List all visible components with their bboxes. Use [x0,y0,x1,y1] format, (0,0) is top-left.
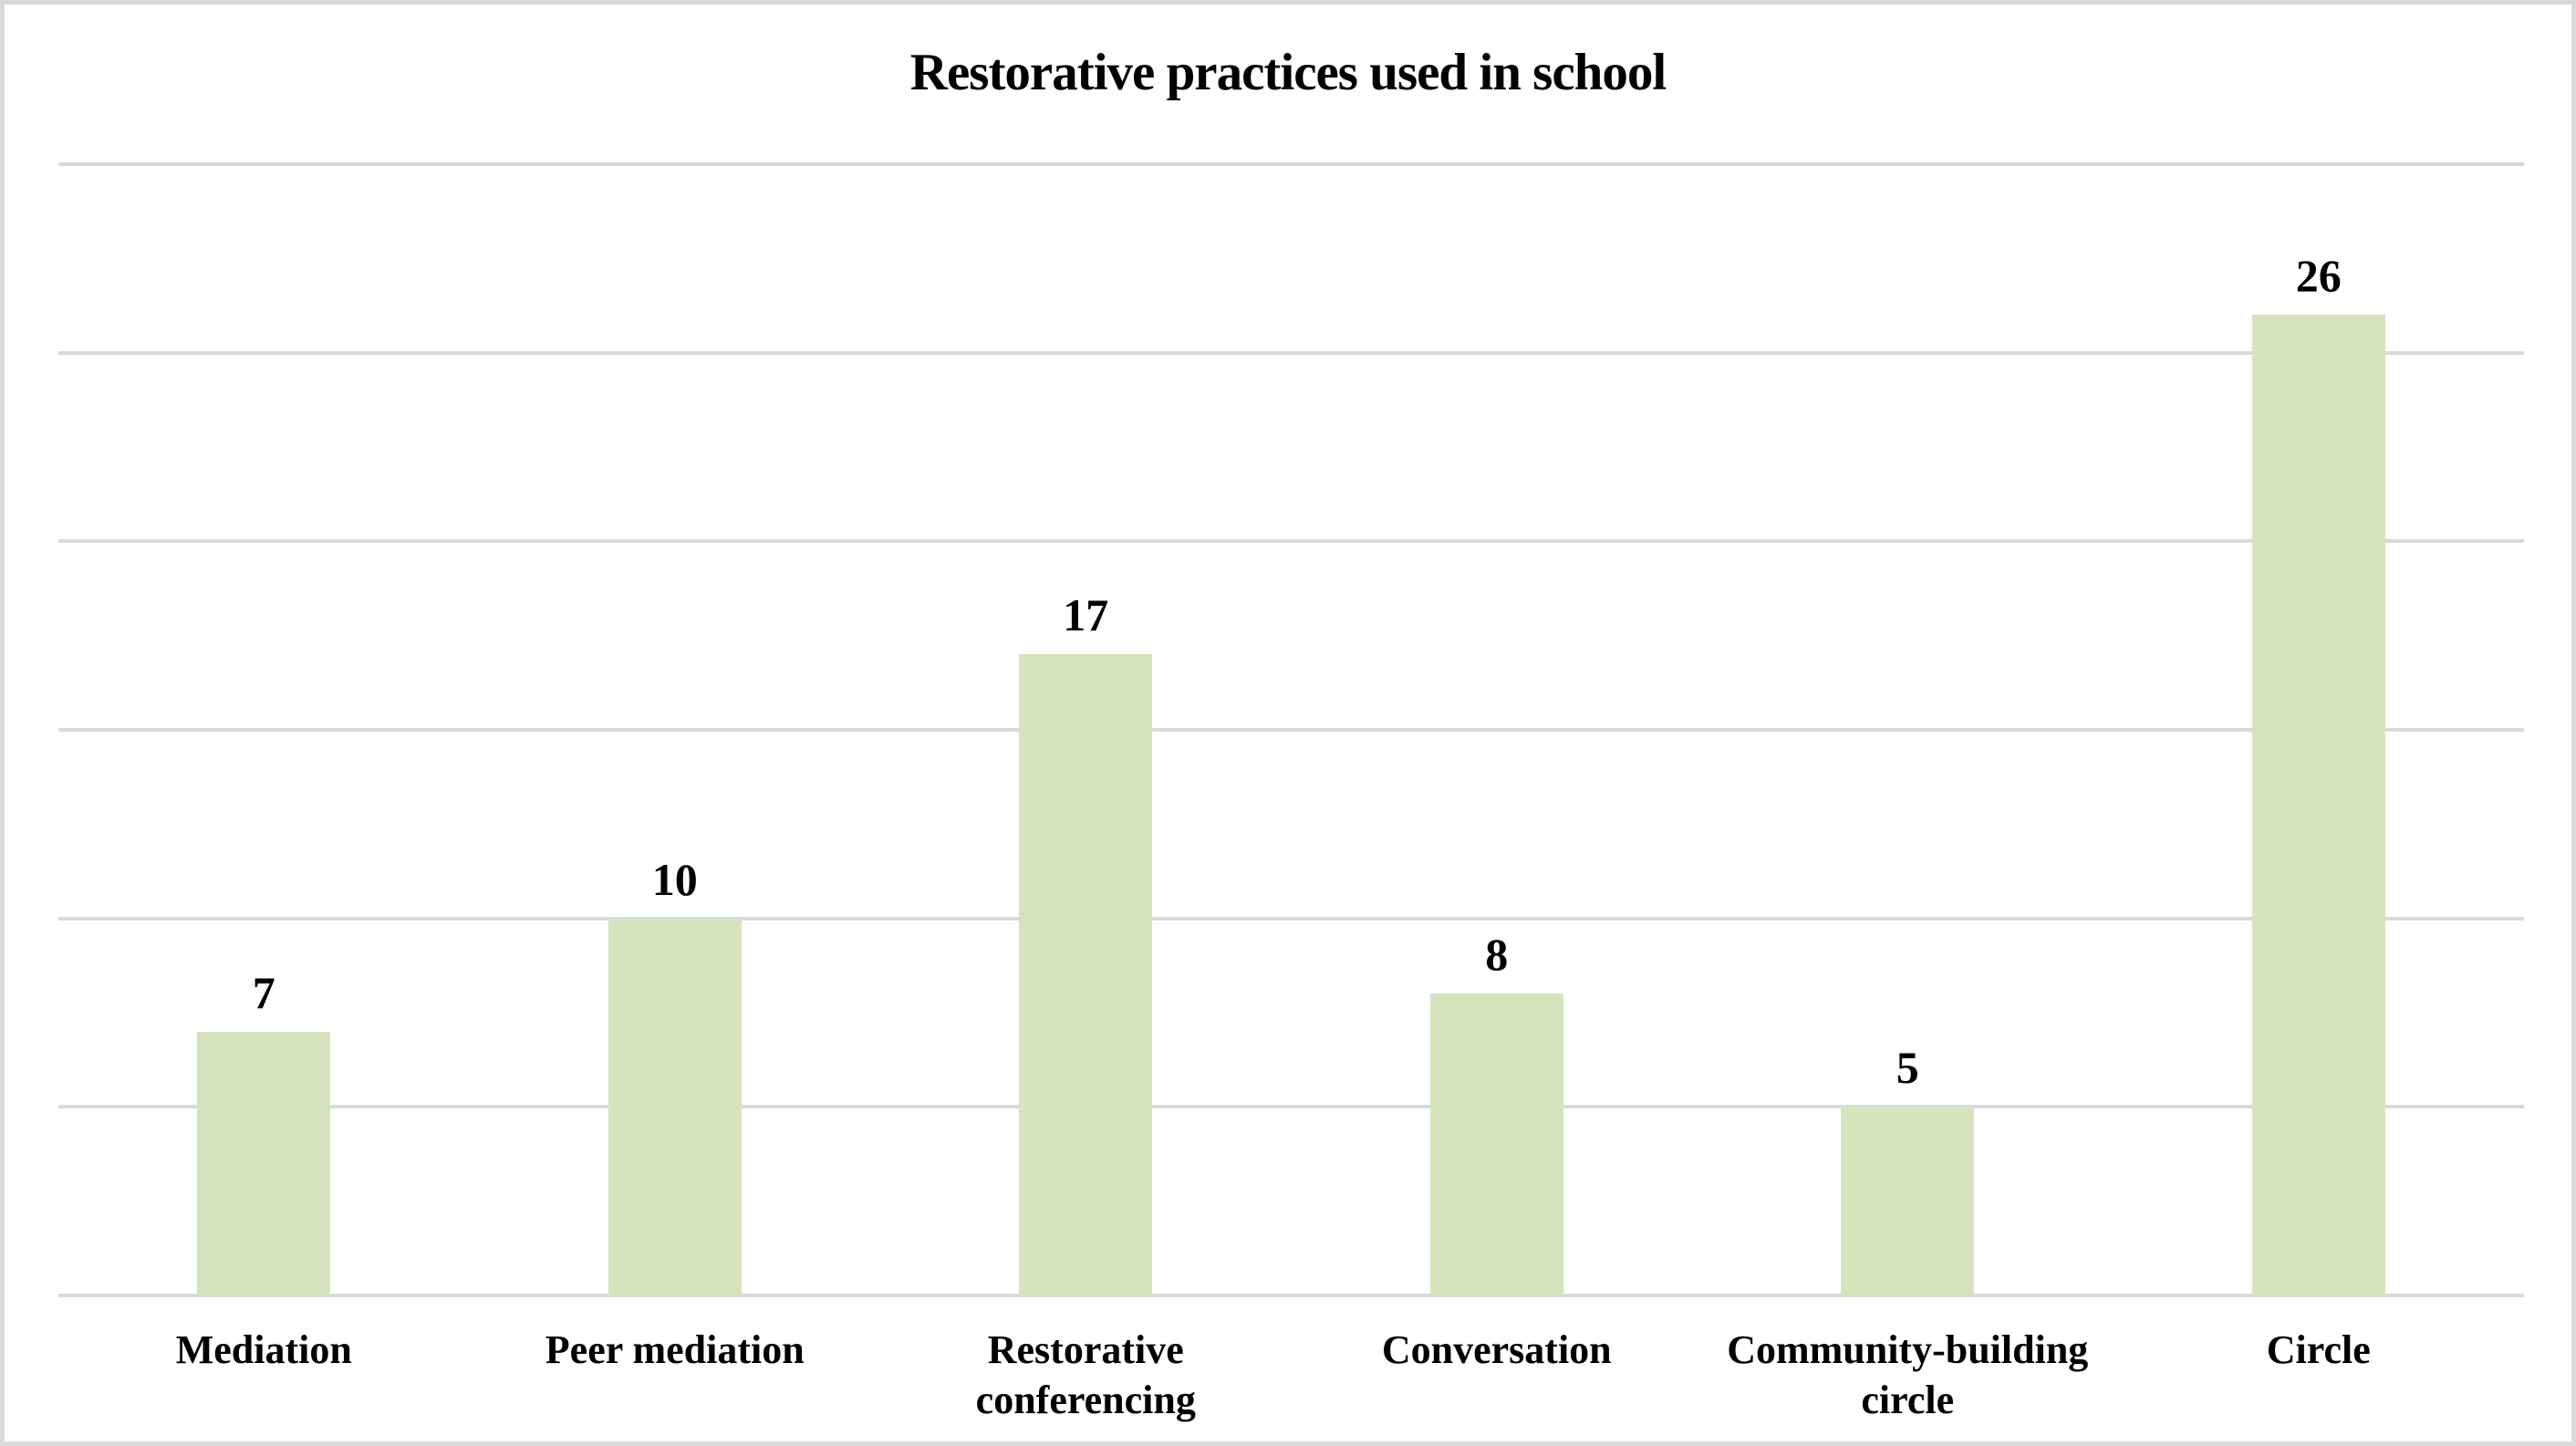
gridline [58,162,2524,166]
bar [1429,993,1563,1295]
category-label: Restorative conferencing [975,1327,1196,1422]
gridline [58,916,2524,921]
chart-title: Restorative practices used in school [909,44,1667,101]
bar-value-label: 7 [252,966,275,1018]
bar [1841,1107,1975,1295]
x-axis-line [58,1294,2524,1297]
category-label: Community-building circle [1727,1327,2089,1422]
bar [197,1031,331,1295]
category-label: Mediation [175,1327,352,1372]
category-label: Peer mediation [545,1327,805,1372]
bar-value-label: 26 [2295,250,2342,302]
bar-value-label: 8 [1485,929,1509,981]
category-label: Conversation [1381,1327,1612,1372]
bar-value-label: 5 [1896,1042,1919,1094]
bar-value-label: 10 [651,853,698,905]
gridline [58,539,2524,544]
bar [608,918,742,1295]
bar-value-label: 17 [1063,589,1109,641]
x-axis-labels: Mediation Peer mediation Restorative confe… [58,1325,2524,1441]
plot-area: 7 10 17 8 5 26 [58,162,2524,1297]
category-label: Circle [2266,1327,2371,1372]
gridline [58,728,2524,732]
gridline [58,350,2524,355]
bar [2251,315,2385,1295]
gridline [58,1105,2524,1109]
bar [1019,654,1153,1295]
